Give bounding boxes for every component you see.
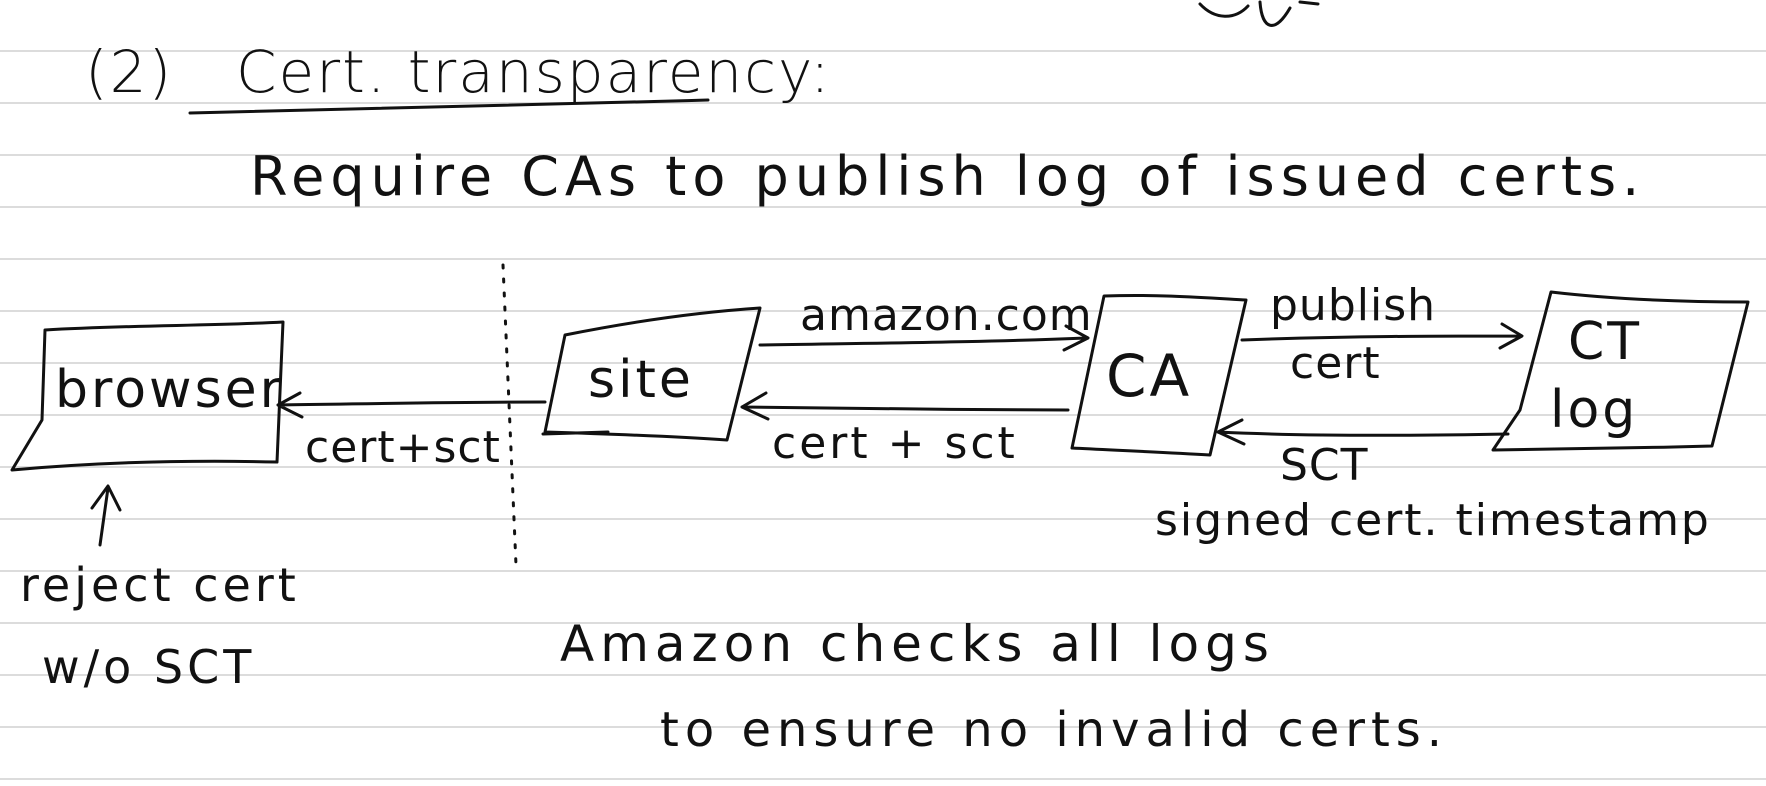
- browser-label: browser: [55, 360, 285, 420]
- arrow-site-to-ca: [758, 324, 1090, 352]
- arrow-log-to-ca: [1216, 418, 1510, 446]
- ca-box: [1070, 293, 1248, 457]
- arrow-site-to-browser: [276, 391, 547, 419]
- ca-label: CA: [1106, 342, 1193, 410]
- heading-number: (2): [85, 38, 174, 106]
- sct-definition: signed cert. timestamp: [1155, 495, 1711, 546]
- site-label: site: [588, 350, 694, 410]
- edge-label-ca-to-site: cert + sct: [772, 418, 1018, 469]
- dotted-separator: [501, 263, 518, 567]
- arrow-ca-to-site: [740, 391, 1070, 421]
- ct-log-label-line2: log: [1550, 380, 1639, 440]
- arrow-reject-to-browser: [90, 484, 122, 547]
- subtitle: Require CAs to publish log of issued cer…: [250, 145, 1646, 208]
- browser-box: [10, 320, 285, 472]
- reject-note-line2: w/o SCT: [42, 640, 256, 694]
- ct-log-box: [1491, 290, 1750, 452]
- cutoff-scribble: [1198, 0, 1320, 27]
- page-heading: (2) Cert. transparency:: [85, 38, 832, 106]
- arrow-ca-to-log: [1240, 322, 1524, 350]
- ct-log-label-line1: CT: [1568, 312, 1643, 372]
- edge-label-site-to-browser: cert+sct: [305, 422, 501, 473]
- edge-label-cert: cert: [1290, 338, 1381, 389]
- title-underline: [188, 98, 710, 115]
- heading-title: Cert. transparency:: [236, 38, 832, 106]
- edge-label-sct: SCT: [1280, 440, 1369, 491]
- edge-label-amazon: amazon.com: [800, 290, 1093, 341]
- site-box-underline: [541, 430, 610, 436]
- amazon-note-line1: Amazon checks all logs: [560, 615, 1275, 673]
- edge-label-publish: publish: [1270, 280, 1437, 331]
- amazon-note-line2: to ensure no invalid certs.: [660, 702, 1449, 758]
- reject-note-line1: reject cert: [20, 558, 300, 612]
